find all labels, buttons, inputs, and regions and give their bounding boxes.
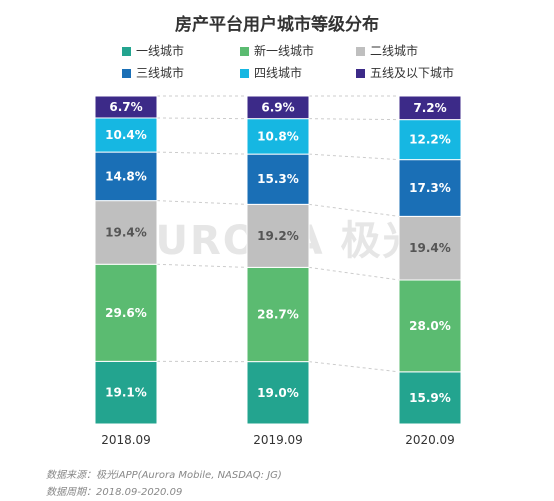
bar-segment bbox=[246, 95, 310, 120]
connector-line bbox=[156, 200, 248, 205]
legend-swatch bbox=[356, 69, 365, 78]
data-label: 10.8% bbox=[257, 129, 299, 143]
bar-segment bbox=[398, 279, 462, 373]
bar-segment bbox=[398, 119, 462, 161]
data-label: 19.4% bbox=[409, 241, 451, 255]
legend-label: 二线城市 bbox=[370, 43, 418, 58]
connector-line bbox=[156, 117, 248, 120]
legend-label: 一线城市 bbox=[136, 43, 184, 58]
data-label: 7.2% bbox=[413, 101, 446, 115]
data-label: 15.9% bbox=[409, 391, 451, 405]
bar-segment bbox=[246, 153, 310, 205]
connector-line bbox=[308, 118, 400, 121]
data-label: 14.8% bbox=[105, 169, 147, 183]
legend-swatch bbox=[240, 69, 249, 78]
data-label: 6.7% bbox=[109, 100, 142, 114]
data-label: 15.3% bbox=[257, 172, 299, 186]
category-label: 2020.09 bbox=[405, 433, 455, 447]
bar-segment bbox=[94, 263, 158, 362]
data-label: 28.0% bbox=[409, 319, 451, 333]
x-axis-labels: 2018.09 2019.09 2020.09 bbox=[101, 433, 455, 447]
legend-swatch bbox=[122, 47, 131, 56]
period-note: 数据周期：2018.09-2020.09 bbox=[46, 487, 183, 498]
bar-segment bbox=[94, 360, 158, 425]
bar-segment bbox=[246, 203, 310, 268]
connector-line bbox=[308, 203, 400, 217]
data-label: 19.2% bbox=[257, 229, 299, 243]
category-label: 2019.09 bbox=[253, 433, 303, 447]
data-label: 19.4% bbox=[105, 225, 147, 239]
connector-lines bbox=[156, 95, 400, 373]
legend-swatch bbox=[240, 47, 249, 56]
data-label: 19.0% bbox=[257, 386, 299, 400]
connector-line bbox=[308, 361, 400, 373]
bars: 19.1% 29.6% 19.4% 14.8% 10.4% 6.7% 19.0% 28.7% 1… bbox=[94, 95, 462, 425]
bar-segment bbox=[398, 371, 462, 425]
chart-title: 房产平台用户城市等级分布 bbox=[175, 14, 379, 35]
legend-label: 新一线城市 bbox=[254, 43, 314, 58]
connector-line bbox=[308, 266, 400, 281]
legend-label: 四线城市 bbox=[254, 65, 302, 80]
bar-segment bbox=[94, 95, 158, 119]
legend-label: 三线城市 bbox=[136, 65, 184, 80]
category-label: 2018.09 bbox=[101, 433, 151, 447]
source-note: 数据来源：极光iAPP(Aurora Mobile, NASDAQ: JG) bbox=[46, 470, 282, 481]
data-label: 6.9% bbox=[261, 100, 294, 114]
data-label: 29.6% bbox=[105, 306, 147, 320]
legend-swatch bbox=[122, 69, 131, 78]
bar-segment bbox=[398, 215, 462, 281]
legend-swatch bbox=[356, 47, 365, 56]
legend-label: 五线及以下城市 bbox=[370, 65, 454, 80]
data-label: 28.7% bbox=[257, 308, 299, 322]
data-label: 12.2% bbox=[409, 133, 451, 147]
bar-segment bbox=[246, 118, 310, 155]
data-label: 19.1% bbox=[105, 386, 147, 400]
data-label: 10.4% bbox=[105, 128, 147, 142]
bar-segment bbox=[398, 95, 462, 121]
data-label: 17.3% bbox=[409, 181, 451, 195]
connector-line bbox=[308, 153, 400, 161]
connector-line bbox=[156, 151, 248, 155]
connector-line bbox=[156, 263, 248, 268]
